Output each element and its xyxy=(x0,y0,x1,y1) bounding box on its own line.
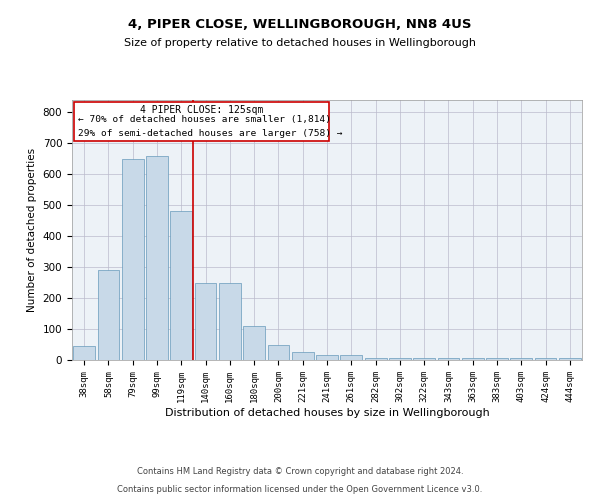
Bar xyxy=(268,344,289,360)
Bar xyxy=(413,358,435,360)
Text: 29% of semi-detached houses are larger (758) →: 29% of semi-detached houses are larger (… xyxy=(77,129,342,138)
Text: 4, PIPER CLOSE, WELLINGBOROUGH, NN8 4US: 4, PIPER CLOSE, WELLINGBOROUGH, NN8 4US xyxy=(128,18,472,30)
Bar xyxy=(74,102,329,142)
Bar xyxy=(170,212,192,360)
Text: Contains HM Land Registry data © Crown copyright and database right 2024.: Contains HM Land Registry data © Crown c… xyxy=(137,467,463,476)
Bar xyxy=(194,282,217,360)
Bar xyxy=(559,358,581,360)
Text: ← 70% of detached houses are smaller (1,814): ← 70% of detached houses are smaller (1,… xyxy=(77,116,331,124)
Bar xyxy=(219,282,241,360)
Bar xyxy=(97,270,119,360)
Bar xyxy=(292,352,314,360)
Bar xyxy=(535,358,556,360)
Bar xyxy=(122,159,143,360)
Bar xyxy=(486,358,508,360)
Bar xyxy=(389,358,411,360)
Bar xyxy=(437,358,460,360)
Bar xyxy=(243,326,265,360)
Bar xyxy=(146,156,168,360)
Text: Contains public sector information licensed under the Open Government Licence v3: Contains public sector information licen… xyxy=(118,485,482,494)
Bar xyxy=(365,358,386,360)
Text: 4 PIPER CLOSE: 125sqm: 4 PIPER CLOSE: 125sqm xyxy=(140,104,263,115)
Bar xyxy=(462,358,484,360)
Bar xyxy=(340,356,362,360)
Bar xyxy=(316,356,338,360)
Bar xyxy=(511,358,532,360)
Text: Size of property relative to detached houses in Wellingborough: Size of property relative to detached ho… xyxy=(124,38,476,48)
Y-axis label: Number of detached properties: Number of detached properties xyxy=(27,148,37,312)
Bar xyxy=(73,346,95,360)
X-axis label: Distribution of detached houses by size in Wellingborough: Distribution of detached houses by size … xyxy=(164,408,490,418)
